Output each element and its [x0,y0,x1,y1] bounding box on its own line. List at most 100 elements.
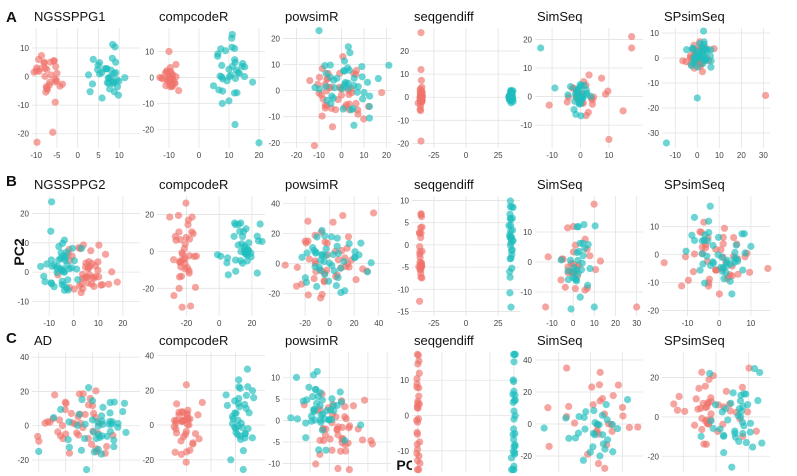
scatter-point-group2 [245,409,253,417]
scatter-point-group2 [724,416,732,424]
scatter-point-group2 [63,284,71,292]
scatter-point-group2 [750,364,759,373]
scatter-point-group1 [329,218,337,226]
y-tick-label: -10 [397,447,409,456]
scatter-point-group1 [77,288,85,297]
scatter-point-group2 [235,376,243,384]
scatter-point-group2 [239,447,247,455]
scatter-point-group2 [510,415,518,423]
scatter-point-group2 [86,88,94,96]
scatter-point-group2 [699,260,707,268]
scatter-point-group1 [163,67,171,75]
scatter-point-group2 [41,278,49,286]
scatter-point-group2 [603,436,612,444]
scatter-point-group2 [699,27,708,35]
scatter-point-group1 [156,73,164,82]
scatter-point-group2 [729,389,737,397]
scatter-point-group2 [89,55,97,64]
scatter-point-group2 [367,259,375,267]
x-tick-label: 0 [464,319,469,328]
scatter-point-group1 [171,448,179,456]
scatter-point-group2 [693,63,702,71]
y-axis-label: PC2 [11,238,27,265]
scatter-point-group1 [761,91,770,100]
scatter-point-group2 [509,398,517,406]
scatter-point-group1 [65,449,74,457]
scatter-point-group2 [578,259,586,267]
scatter-point-group2 [598,411,607,419]
row-label-c: C [6,330,17,347]
x-tick-label: -20 [181,319,193,328]
scatter-point-group1 [601,464,609,472]
scatter-point-group2 [385,61,393,69]
scatter-point-group2 [334,274,342,282]
panel-title: SPsimSeq [664,9,725,24]
scatter-point-group2 [237,435,245,444]
scatter-point-group2 [358,62,366,71]
scatter-point-group1 [417,137,425,145]
scatter-point-group2 [580,221,588,229]
scatter-point-group2 [728,463,736,471]
scatter-point-group1 [596,397,604,405]
scatter-point-group2 [242,225,250,233]
scatter-point-group2 [298,253,306,261]
scatter-point-group2 [65,443,73,451]
scatter-point-group2 [321,61,329,70]
y-tick-label: 10 [271,61,280,70]
scatter-point-group2 [566,83,575,91]
y-tick-label: 10 [523,228,532,237]
scatter-point-group1 [87,440,96,448]
scatter-point-group2 [326,61,334,69]
scatter-point-group2 [336,388,344,396]
scatter-point-group2 [572,93,581,101]
y-tick-label: 0 [528,420,533,429]
scatter-point-group2 [662,139,671,147]
scatter-point-group1 [346,422,354,430]
x-tick-label: 0 [578,151,583,160]
scatter-point-group1 [304,291,312,299]
scatter-point-group2 [700,236,708,244]
x-tick-label: 20 [350,319,359,328]
scatter-point-group1 [326,435,334,443]
scatter-point-group1 [67,409,76,418]
scatter-point-group2 [311,83,319,92]
scatter-point-group1 [634,423,642,431]
scatter-point-group2 [256,220,264,228]
scatter-point-group2 [232,424,240,432]
scatter-point-group2 [323,407,331,415]
scatter-point-group2 [346,49,354,57]
scatter-point-group1 [738,383,746,391]
scatter-point-group2 [344,84,352,92]
y-tick-label: -10 [397,116,409,125]
scatter-point-group1 [571,284,580,293]
scatter-point-group1 [720,224,729,232]
scatter-point-group1 [33,138,41,146]
scatter-point-group2 [575,84,583,92]
scatter-point-group1 [175,86,183,95]
scatter-point-group2 [112,69,120,77]
scatter-point-group1 [698,68,706,76]
panel-title: SPsimSeq [664,333,725,348]
scatter-point-group1 [698,368,706,376]
scatter-point-group2 [350,121,358,129]
scatter-point-group1 [179,250,187,258]
scatter-point-group2 [307,412,316,420]
scatter-point-group1 [184,216,193,224]
scatter-point-group1 [701,382,709,390]
scatter-point-group1 [352,66,361,75]
scatter-point-group2 [601,445,609,453]
scatter-point-group1 [36,65,44,73]
scatter-point-group2 [687,62,696,70]
scatter-point-group1 [684,276,692,284]
scatter-point-group1 [592,266,600,274]
scatter-point-group2 [64,435,72,444]
y-tick-label: 10 [20,44,29,53]
scatter-point-group2 [511,429,519,438]
x-tick-label: 10 [715,151,724,160]
scatter-point-group1 [418,274,426,282]
y-tick-label: -20 [142,456,154,465]
scatter-point-group1 [194,411,202,419]
y-tick-label: 10 [400,70,409,79]
scatter-point-group1 [582,111,590,120]
